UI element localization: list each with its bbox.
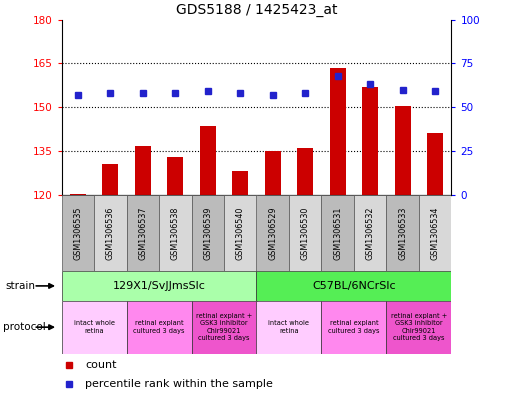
Bar [167,157,183,195]
Bar [256,271,451,301]
Bar [102,164,119,195]
Text: GSM1306537: GSM1306537 [139,206,147,260]
Bar [62,195,94,271]
Text: intact whole
retina: intact whole retina [268,320,309,334]
Bar [256,195,289,271]
Bar [322,195,354,271]
Text: GSM1306540: GSM1306540 [236,206,245,259]
Bar [159,195,191,271]
Text: GSM1306536: GSM1306536 [106,206,115,259]
Bar [232,171,248,195]
Bar [191,301,256,354]
Text: intact whole
retina: intact whole retina [73,320,114,334]
Text: GSM1306532: GSM1306532 [366,206,374,260]
Text: GSM1306534: GSM1306534 [431,206,440,259]
Bar [62,271,256,301]
Text: GSM1306533: GSM1306533 [398,206,407,259]
Text: percentile rank within the sample: percentile rank within the sample [85,379,273,389]
Text: 129X1/SvJJmsSlc: 129X1/SvJJmsSlc [112,281,206,291]
Text: GSM1306539: GSM1306539 [203,206,212,260]
Bar [386,301,451,354]
Bar [200,126,216,195]
Text: retinal explant +
GSK3 inhibitor
Chir99021
cultured 3 days: retinal explant + GSK3 inhibitor Chir990… [196,313,252,342]
Text: retinal explant
cultured 3 days: retinal explant cultured 3 days [328,320,380,334]
Text: protocol: protocol [3,322,45,332]
Text: count: count [85,360,116,370]
Bar [386,195,419,271]
Bar [265,151,281,195]
Bar [256,301,322,354]
Text: GSM1306530: GSM1306530 [301,206,310,259]
Bar [127,195,159,271]
Bar [362,87,378,195]
Bar [134,147,151,195]
Text: GSM1306529: GSM1306529 [268,206,277,260]
Text: retinal explant +
GSK3 inhibitor
Chir99021
cultured 3 days: retinal explant + GSK3 inhibitor Chir990… [391,313,447,342]
Bar [427,133,443,195]
Bar [94,195,127,271]
Bar [127,301,191,354]
Bar [70,194,86,195]
Text: retinal explant
cultured 3 days: retinal explant cultured 3 days [133,320,185,334]
Text: GSM1306535: GSM1306535 [73,206,82,260]
Title: GDS5188 / 1425423_at: GDS5188 / 1425423_at [176,3,337,17]
Text: C57BL/6NCrSlc: C57BL/6NCrSlc [312,281,396,291]
Bar [289,195,322,271]
Text: GSM1306538: GSM1306538 [171,206,180,259]
Bar [419,195,451,271]
Text: strain: strain [5,281,35,291]
Bar [62,301,127,354]
Bar [329,68,346,195]
Bar [191,195,224,271]
Bar [322,301,386,354]
Text: GSM1306531: GSM1306531 [333,206,342,259]
Bar [297,148,313,195]
Bar [394,106,411,195]
Bar [354,195,386,271]
Bar [224,195,256,271]
